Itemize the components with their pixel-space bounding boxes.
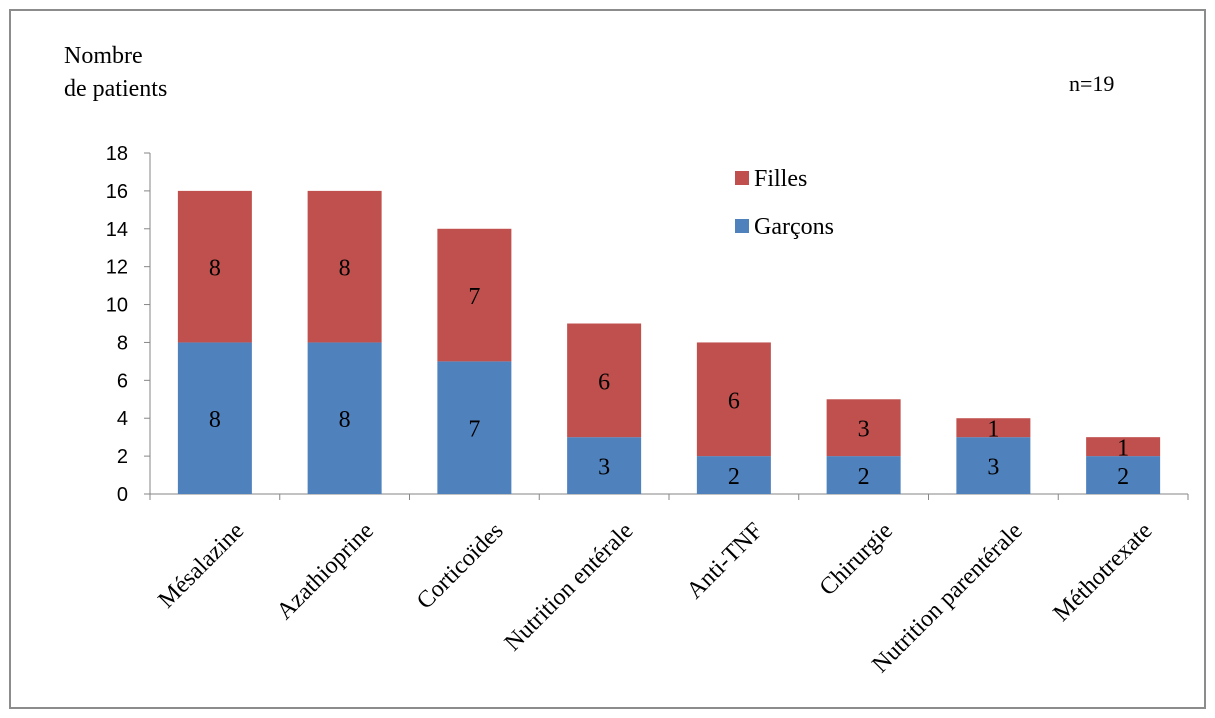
x-category-label: Chirurgie xyxy=(815,518,898,601)
data-label: 1 xyxy=(987,417,999,443)
data-label: 8 xyxy=(339,256,351,282)
bar-segment xyxy=(696,342,771,457)
data-label: 8 xyxy=(209,256,221,282)
bar-segment xyxy=(177,342,252,494)
y-tick-label: 0 xyxy=(117,484,128,506)
x-category-label: Nutrition entérale xyxy=(500,518,639,657)
bar-segment xyxy=(437,228,512,362)
sample-size-annotation: n=19 xyxy=(1069,71,1115,96)
y-tick-label: 4 xyxy=(117,408,128,430)
bar-segment xyxy=(1086,456,1161,494)
y-tick-label: 14 xyxy=(106,219,128,241)
legend-swatch xyxy=(735,171,749,185)
x-category-label: Azathioprine xyxy=(272,518,379,625)
y-tick-label: 10 xyxy=(106,295,128,317)
x-category-label: Mésalazine xyxy=(153,518,249,614)
y-axis-label-line1: Nombre xyxy=(64,43,143,69)
data-label: 2 xyxy=(728,464,740,490)
data-label: 6 xyxy=(598,369,610,395)
data-label: 3 xyxy=(598,455,610,481)
data-label: 6 xyxy=(728,388,740,414)
data-label: 2 xyxy=(858,464,870,490)
y-tick-label: 12 xyxy=(106,257,128,279)
y-axis-label-line2: de patients xyxy=(64,76,168,102)
x-category-label: Méthotrexate xyxy=(1049,518,1158,627)
legend-label: Garçons xyxy=(754,214,834,240)
y-tick-label: 8 xyxy=(117,332,128,354)
data-label: 3 xyxy=(858,417,870,443)
bar-segment xyxy=(307,342,382,494)
data-label: 7 xyxy=(468,417,480,443)
legend-label: Filles xyxy=(754,166,807,192)
y-tick-label: 18 xyxy=(106,143,128,165)
y-tick-label: 16 xyxy=(106,181,128,203)
bar-segment xyxy=(826,456,901,494)
bar-segment xyxy=(956,418,1031,438)
bar-segment xyxy=(1086,437,1161,457)
y-tick-label: 6 xyxy=(117,370,128,392)
bar-segment xyxy=(177,190,252,343)
x-category-label: Anti-TNF xyxy=(682,518,768,604)
x-category-label: Corticoïdes xyxy=(412,518,509,615)
data-label: 7 xyxy=(468,284,480,310)
bar-segment xyxy=(696,456,771,494)
data-label: 8 xyxy=(339,407,351,433)
bar-segment xyxy=(956,437,1031,494)
data-label: 8 xyxy=(209,407,221,433)
bar-segment xyxy=(567,437,642,494)
data-label: 3 xyxy=(987,455,999,481)
bar-segment xyxy=(437,361,512,494)
legend-swatch xyxy=(735,219,749,233)
data-label: 2 xyxy=(1117,464,1129,490)
y-axis-label: Nombre de patients xyxy=(64,40,167,106)
bar-segment xyxy=(307,190,382,343)
data-label: 1 xyxy=(1117,436,1129,462)
bar-segment xyxy=(567,323,642,438)
y-tick-label: 2 xyxy=(117,446,128,468)
bar-segment xyxy=(826,399,901,457)
